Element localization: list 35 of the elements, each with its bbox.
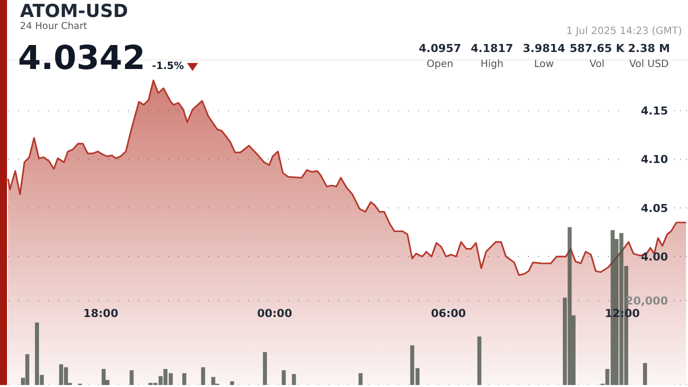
bar bbox=[201, 367, 206, 385]
y-tick-label: 4.15 bbox=[640, 104, 668, 118]
chart-subtitle: 24 Hour Chart bbox=[20, 21, 88, 32]
bar bbox=[211, 376, 216, 385]
bar bbox=[643, 363, 648, 385]
annotation: Low bbox=[534, 59, 554, 70]
annotation: -1.5% bbox=[152, 61, 184, 72]
y-tick-label: 4.05 bbox=[640, 202, 668, 215]
bar bbox=[358, 373, 363, 385]
annotation: 4.0342 bbox=[18, 38, 146, 77]
bar bbox=[130, 370, 134, 385]
text: 2.38 M bbox=[628, 42, 670, 55]
annotation: High bbox=[480, 59, 504, 70]
x-tick-label: 00:00 bbox=[257, 307, 292, 320]
chart-title: ATOM-USD bbox=[20, 1, 128, 22]
bar bbox=[25, 354, 30, 385]
bar bbox=[262, 352, 267, 385]
annotation: Vol USD bbox=[629, 59, 670, 70]
text: 3.9814 bbox=[522, 42, 566, 55]
bar bbox=[282, 370, 286, 385]
annotation: Vol bbox=[590, 59, 604, 70]
text: 4.0957 bbox=[418, 42, 462, 55]
y-tick-label: 4.00 bbox=[640, 250, 668, 264]
text: 4.1817 bbox=[470, 42, 514, 55]
text: 1 Jul 2025 14:23 (GMT) bbox=[566, 26, 682, 37]
bar bbox=[182, 373, 186, 385]
text: 587.65 K bbox=[570, 42, 625, 55]
x-tick-label: 18:00 bbox=[83, 307, 119, 320]
bar bbox=[230, 381, 234, 385]
bar bbox=[477, 336, 482, 385]
annotation: Open bbox=[426, 59, 454, 70]
bar bbox=[292, 374, 296, 385]
bar bbox=[102, 368, 106, 385]
y-tick-label: 4.10 bbox=[640, 153, 668, 166]
x-tick-label: 06:00 bbox=[430, 307, 466, 320]
